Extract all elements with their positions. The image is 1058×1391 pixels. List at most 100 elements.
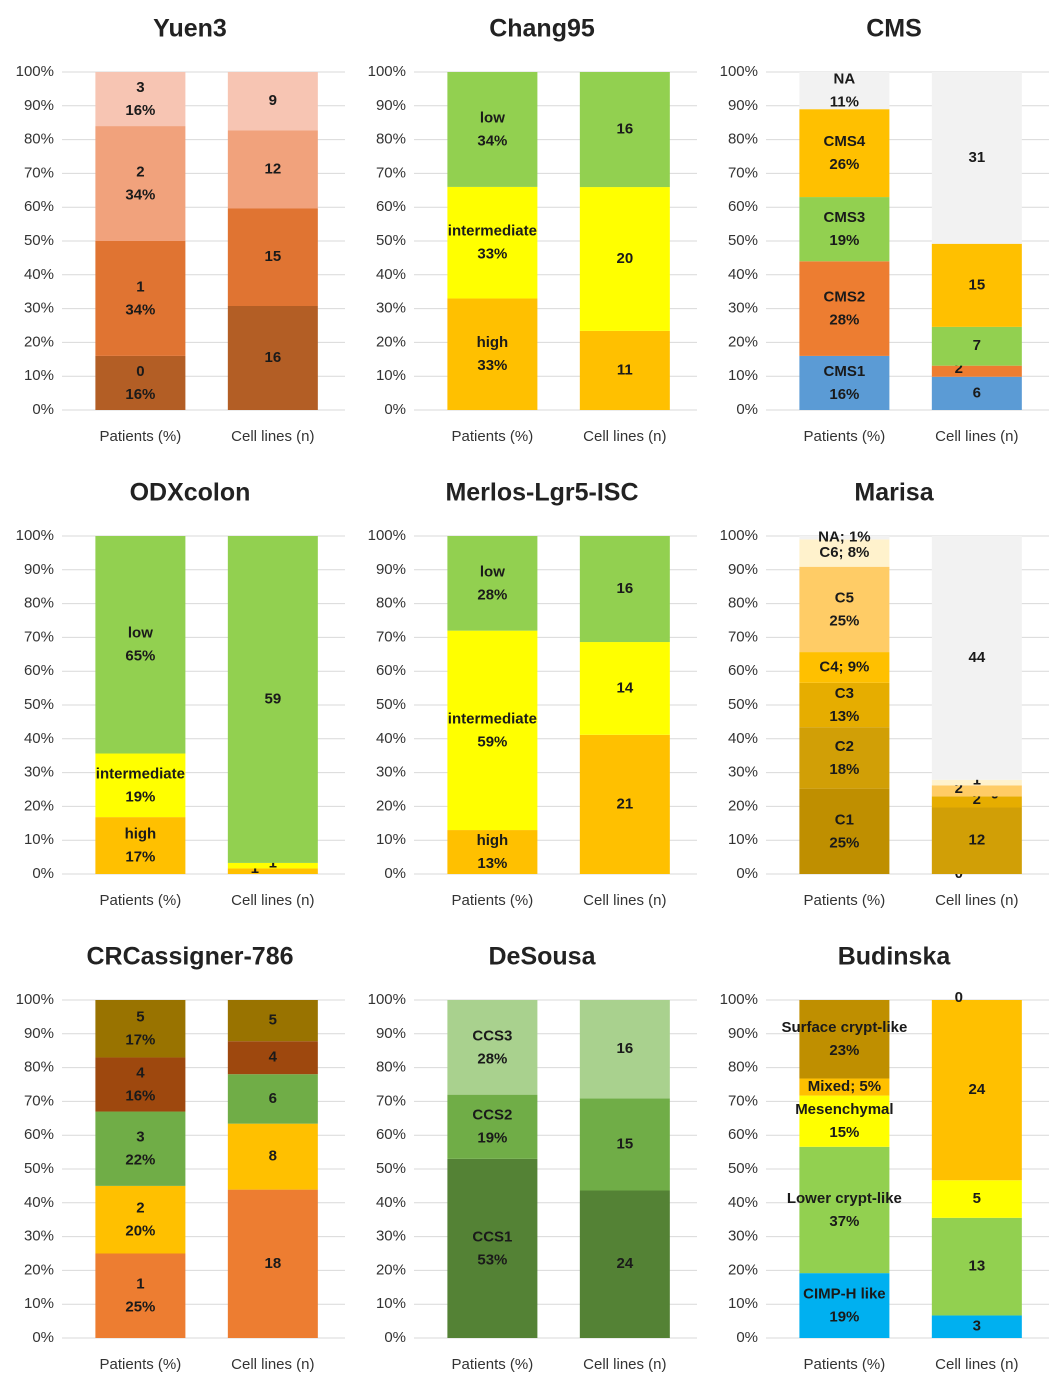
segment-label: 65%: [125, 648, 155, 665]
segment-label: 14: [616, 679, 633, 696]
segment-name: C2: [835, 738, 854, 755]
segment-name: high: [125, 826, 157, 843]
y-tick-label: 0%: [32, 1329, 54, 1346]
bar-segment: [227, 1074, 318, 1124]
bar-segment: [227, 1000, 318, 1042]
segment-label: 16%: [125, 1087, 155, 1104]
y-tick-label: 20%: [24, 1261, 54, 1278]
segment-name: high: [477, 832, 509, 849]
segment-label: 20%: [125, 1223, 155, 1240]
segment-label: 25%: [125, 1299, 155, 1316]
y-tick-label: 30%: [728, 1228, 758, 1245]
segment-name: 2: [136, 1200, 144, 1217]
y-tick-label: 40%: [24, 266, 54, 283]
bar-segment: [95, 1000, 186, 1058]
y-tick-label: 10%: [728, 1295, 758, 1312]
segment-label: 9: [269, 92, 277, 109]
bar-segment: [95, 1185, 186, 1254]
y-tick-label: 60%: [728, 198, 758, 215]
bar-segment: [95, 1253, 186, 1338]
bar-segment: [579, 536, 670, 643]
segment-label: 19%: [125, 788, 155, 805]
bar-segment: [579, 1098, 670, 1191]
segment-name: 0: [136, 363, 144, 380]
bar-segment: [227, 130, 318, 209]
bar-segment: [447, 298, 538, 410]
y-tick-label: 60%: [376, 1126, 406, 1143]
y-tick-label: 50%: [728, 696, 758, 713]
bar-segment: [799, 539, 890, 567]
x-tick-label: Patients (%): [804, 1356, 886, 1373]
y-tick-label: 60%: [728, 662, 758, 679]
segment-label: 2: [955, 780, 963, 797]
segment-label: 12: [264, 160, 281, 177]
bar-segment: [227, 1041, 318, 1075]
y-tick-label: 20%: [24, 333, 54, 350]
segment-label: 26%: [829, 156, 859, 173]
segment-label: 2: [955, 360, 963, 377]
y-tick-label: 0%: [384, 865, 406, 882]
segment-label: 34%: [125, 187, 155, 204]
y-tick-label: 60%: [24, 1126, 54, 1143]
y-tick-label: 10%: [728, 367, 758, 384]
bar-segment: [799, 109, 890, 198]
y-tick-label: 20%: [728, 333, 758, 350]
y-tick-label: 20%: [728, 797, 758, 814]
x-tick-label: Cell lines (n): [583, 1356, 666, 1373]
chart-title: DeSousa: [489, 943, 597, 971]
y-tick-label: 10%: [728, 831, 758, 848]
y-tick-label: 90%: [24, 97, 54, 114]
y-tick-label: 80%: [24, 595, 54, 612]
segment-label: 25%: [829, 834, 859, 851]
segment-label: NA; 1%: [818, 529, 871, 546]
segment-label: 16: [616, 121, 633, 138]
y-tick-label: 70%: [24, 164, 54, 181]
y-tick-label: 20%: [24, 797, 54, 814]
bar-segment: [447, 1158, 538, 1338]
y-tick-label: 40%: [376, 1194, 406, 1211]
segment-label: 5: [269, 1012, 277, 1029]
bar-segment: [931, 243, 1022, 327]
y-tick-label: 60%: [24, 662, 54, 679]
x-tick-label: Patients (%): [100, 428, 182, 445]
segment-label: 16: [616, 580, 633, 597]
y-tick-label: 70%: [728, 1092, 758, 1109]
bar-segment: [447, 1094, 538, 1159]
bar-segment: [227, 72, 318, 131]
y-tick-label: 80%: [376, 1059, 406, 1076]
bar-segment: [227, 862, 318, 869]
segment-label: 15: [968, 276, 985, 293]
bar-segment: [447, 536, 538, 631]
bar-segment: [227, 1123, 318, 1190]
bar-segment: [95, 126, 186, 241]
segment-label: 59%: [477, 733, 507, 750]
segment-label: 19%: [829, 232, 859, 249]
segment-label: 6: [973, 384, 981, 401]
segment-label: 18%: [829, 761, 859, 778]
x-tick-label: Cell lines (n): [935, 1356, 1018, 1373]
bar-segment: [579, 72, 670, 188]
y-tick-label: 50%: [376, 232, 406, 249]
y-tick-label: 80%: [728, 595, 758, 612]
segment-label: 53%: [477, 1251, 507, 1268]
bar-segment: [227, 306, 318, 410]
x-tick-label: Cell lines (n): [231, 428, 314, 445]
bar-segment: [931, 779, 1022, 786]
segment-label: 13%: [829, 708, 859, 725]
x-tick-label: Patients (%): [452, 1356, 534, 1373]
segment-label: 17%: [125, 849, 155, 866]
segment-label: C4; 9%: [819, 658, 869, 675]
x-tick-label: Cell lines (n): [935, 428, 1018, 445]
y-tick-label: 50%: [728, 1160, 758, 1177]
y-tick-label: 90%: [728, 97, 758, 114]
y-tick-label: 90%: [24, 1025, 54, 1042]
y-tick-label: 70%: [728, 628, 758, 645]
chart-title: Chang95: [489, 15, 595, 43]
segment-label: 15%: [829, 1124, 859, 1141]
segment-label: 15: [616, 1135, 633, 1152]
chart-title: Merlos-Lgr5-ISC: [445, 479, 638, 507]
segment-name: NA: [834, 71, 856, 88]
segment-label: 1: [973, 772, 981, 789]
bar-segment: [95, 753, 186, 818]
bar-segment: [799, 566, 890, 653]
